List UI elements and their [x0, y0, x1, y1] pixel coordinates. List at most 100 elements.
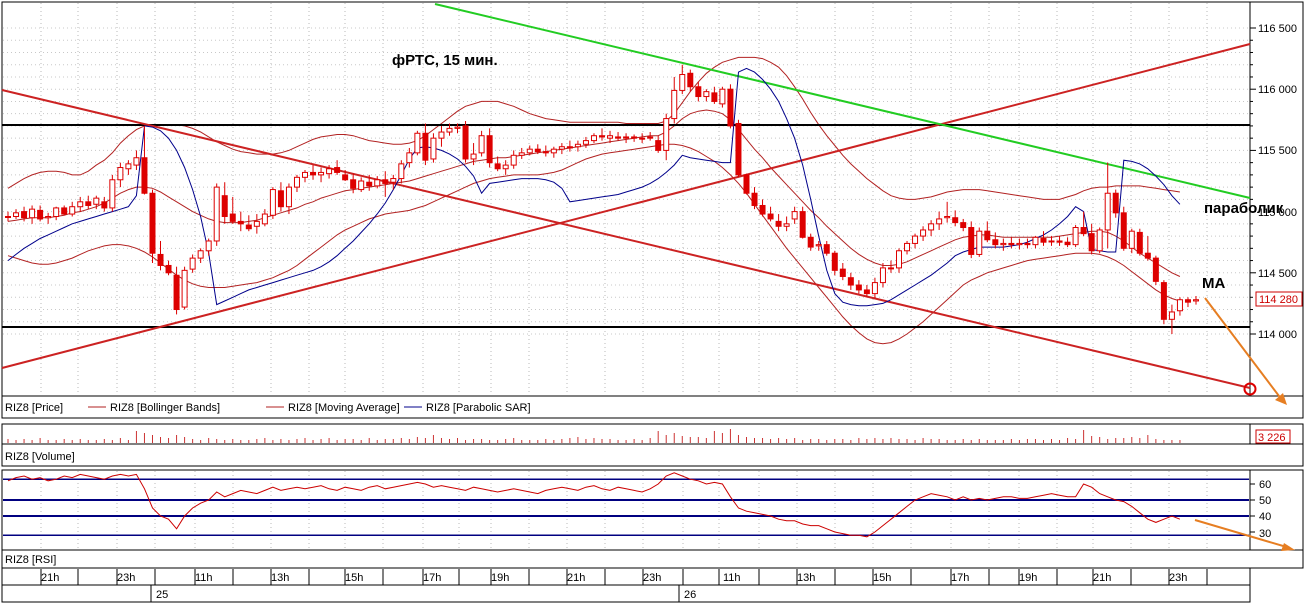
candle	[213, 183, 220, 246]
candle	[1008, 237, 1015, 249]
candle-body-up	[590, 135, 597, 142]
hour-label: 11h	[195, 572, 213, 584]
candle-body-down	[1152, 257, 1159, 282]
candle	[486, 128, 493, 168]
candle-body-down	[1008, 242, 1015, 246]
parabolic-annotation: параболик	[1204, 200, 1284, 217]
candle-body-up	[446, 127, 453, 133]
rsi-tick-label: 60	[1259, 479, 1271, 491]
candle-body-up	[671, 89, 678, 120]
candle	[149, 189, 156, 264]
candle-body-down	[1184, 299, 1191, 303]
candle	[727, 84, 734, 129]
candle-body-down	[382, 179, 389, 184]
candle-body-up	[5, 215, 11, 218]
candle	[117, 162, 124, 188]
candle	[302, 169, 308, 183]
candle	[61, 205, 68, 216]
candle-body-down	[839, 268, 846, 277]
candle-body-up	[976, 230, 983, 255]
candle-body-up	[93, 197, 100, 205]
candle-body-down	[37, 209, 44, 220]
rsi-legend-label: RIZ8 [RSI]	[5, 554, 56, 566]
hour-label: 21h	[1093, 572, 1111, 584]
candle-body-down	[960, 222, 967, 229]
candle-body-down	[149, 192, 156, 254]
candle	[1064, 237, 1071, 248]
candle	[920, 226, 927, 241]
candle-body-down	[984, 230, 991, 241]
candle	[1096, 227, 1103, 254]
candle-body-down	[237, 220, 244, 225]
candle-body-up	[1128, 230, 1135, 249]
candle-body-down	[1088, 233, 1095, 252]
hour-label: 13h	[797, 572, 815, 584]
candle	[558, 143, 565, 155]
candle	[607, 130, 614, 144]
rsi-forecast-arrow	[1194, 519, 1291, 549]
ma-annotation: MA	[1202, 275, 1225, 292]
y-tick-label: 116 000	[1258, 84, 1297, 96]
candle	[1072, 225, 1079, 248]
hour-label: 19h	[1019, 572, 1037, 584]
candle	[406, 147, 413, 168]
candle	[293, 174, 300, 193]
candle	[695, 81, 702, 102]
grid	[3, 3, 1256, 602]
price-legend-bar	[1, 395, 1304, 419]
candle-body-down	[245, 224, 252, 230]
candle	[93, 195, 100, 210]
candle-body-up	[896, 250, 902, 269]
candle	[181, 266, 188, 310]
candle	[454, 123, 461, 134]
y-tick-label: 114 000	[1258, 329, 1297, 341]
candle-body-down	[1024, 242, 1031, 246]
candle	[1080, 211, 1087, 237]
candle-body-down	[494, 163, 501, 170]
candle	[647, 132, 654, 141]
candle-body-up	[302, 171, 308, 178]
candle-body-down	[823, 244, 830, 254]
candle-body-down	[1120, 212, 1127, 249]
candle	[470, 143, 477, 166]
candle-body-up	[1016, 242, 1023, 246]
legend-entry-bands: RIZ8 [Bollinger Bands]	[110, 402, 220, 414]
candle	[799, 206, 806, 239]
candle	[205, 238, 212, 256]
candle-body-down	[759, 204, 766, 215]
hour-label: 13h	[271, 572, 289, 584]
candle-body-up	[879, 267, 886, 284]
descending-channel-line	[1, 89, 1251, 389]
candle-body-up	[478, 135, 485, 154]
candle	[743, 173, 750, 195]
candle	[735, 119, 742, 178]
hour-label: 21h	[41, 572, 59, 584]
hour-label: 23h	[117, 572, 135, 584]
candle	[237, 211, 244, 232]
candle-body-up	[269, 189, 276, 216]
candle	[245, 215, 252, 232]
candle	[1128, 228, 1135, 254]
candle	[1000, 238, 1007, 251]
last-price-box	[1255, 291, 1303, 307]
candle-body-down	[831, 252, 838, 271]
candle	[85, 195, 92, 210]
candle-body-up	[944, 215, 951, 219]
candle-body-up	[639, 137, 646, 140]
candle	[229, 196, 236, 224]
candle-body-up	[936, 218, 943, 225]
volume-bars	[7, 429, 1181, 443]
candle-body-up	[912, 235, 919, 244]
candle	[1032, 236, 1039, 249]
candle	[574, 140, 581, 152]
candle-body-down	[542, 151, 549, 154]
candle	[342, 169, 349, 181]
candle-body-down	[534, 148, 541, 153]
candle	[542, 145, 549, 157]
candle	[984, 221, 991, 243]
candle	[968, 221, 975, 259]
parabolic-sar-path	[7, 67, 1181, 307]
candle-body-up	[53, 207, 60, 217]
candle-body-up	[550, 148, 557, 154]
